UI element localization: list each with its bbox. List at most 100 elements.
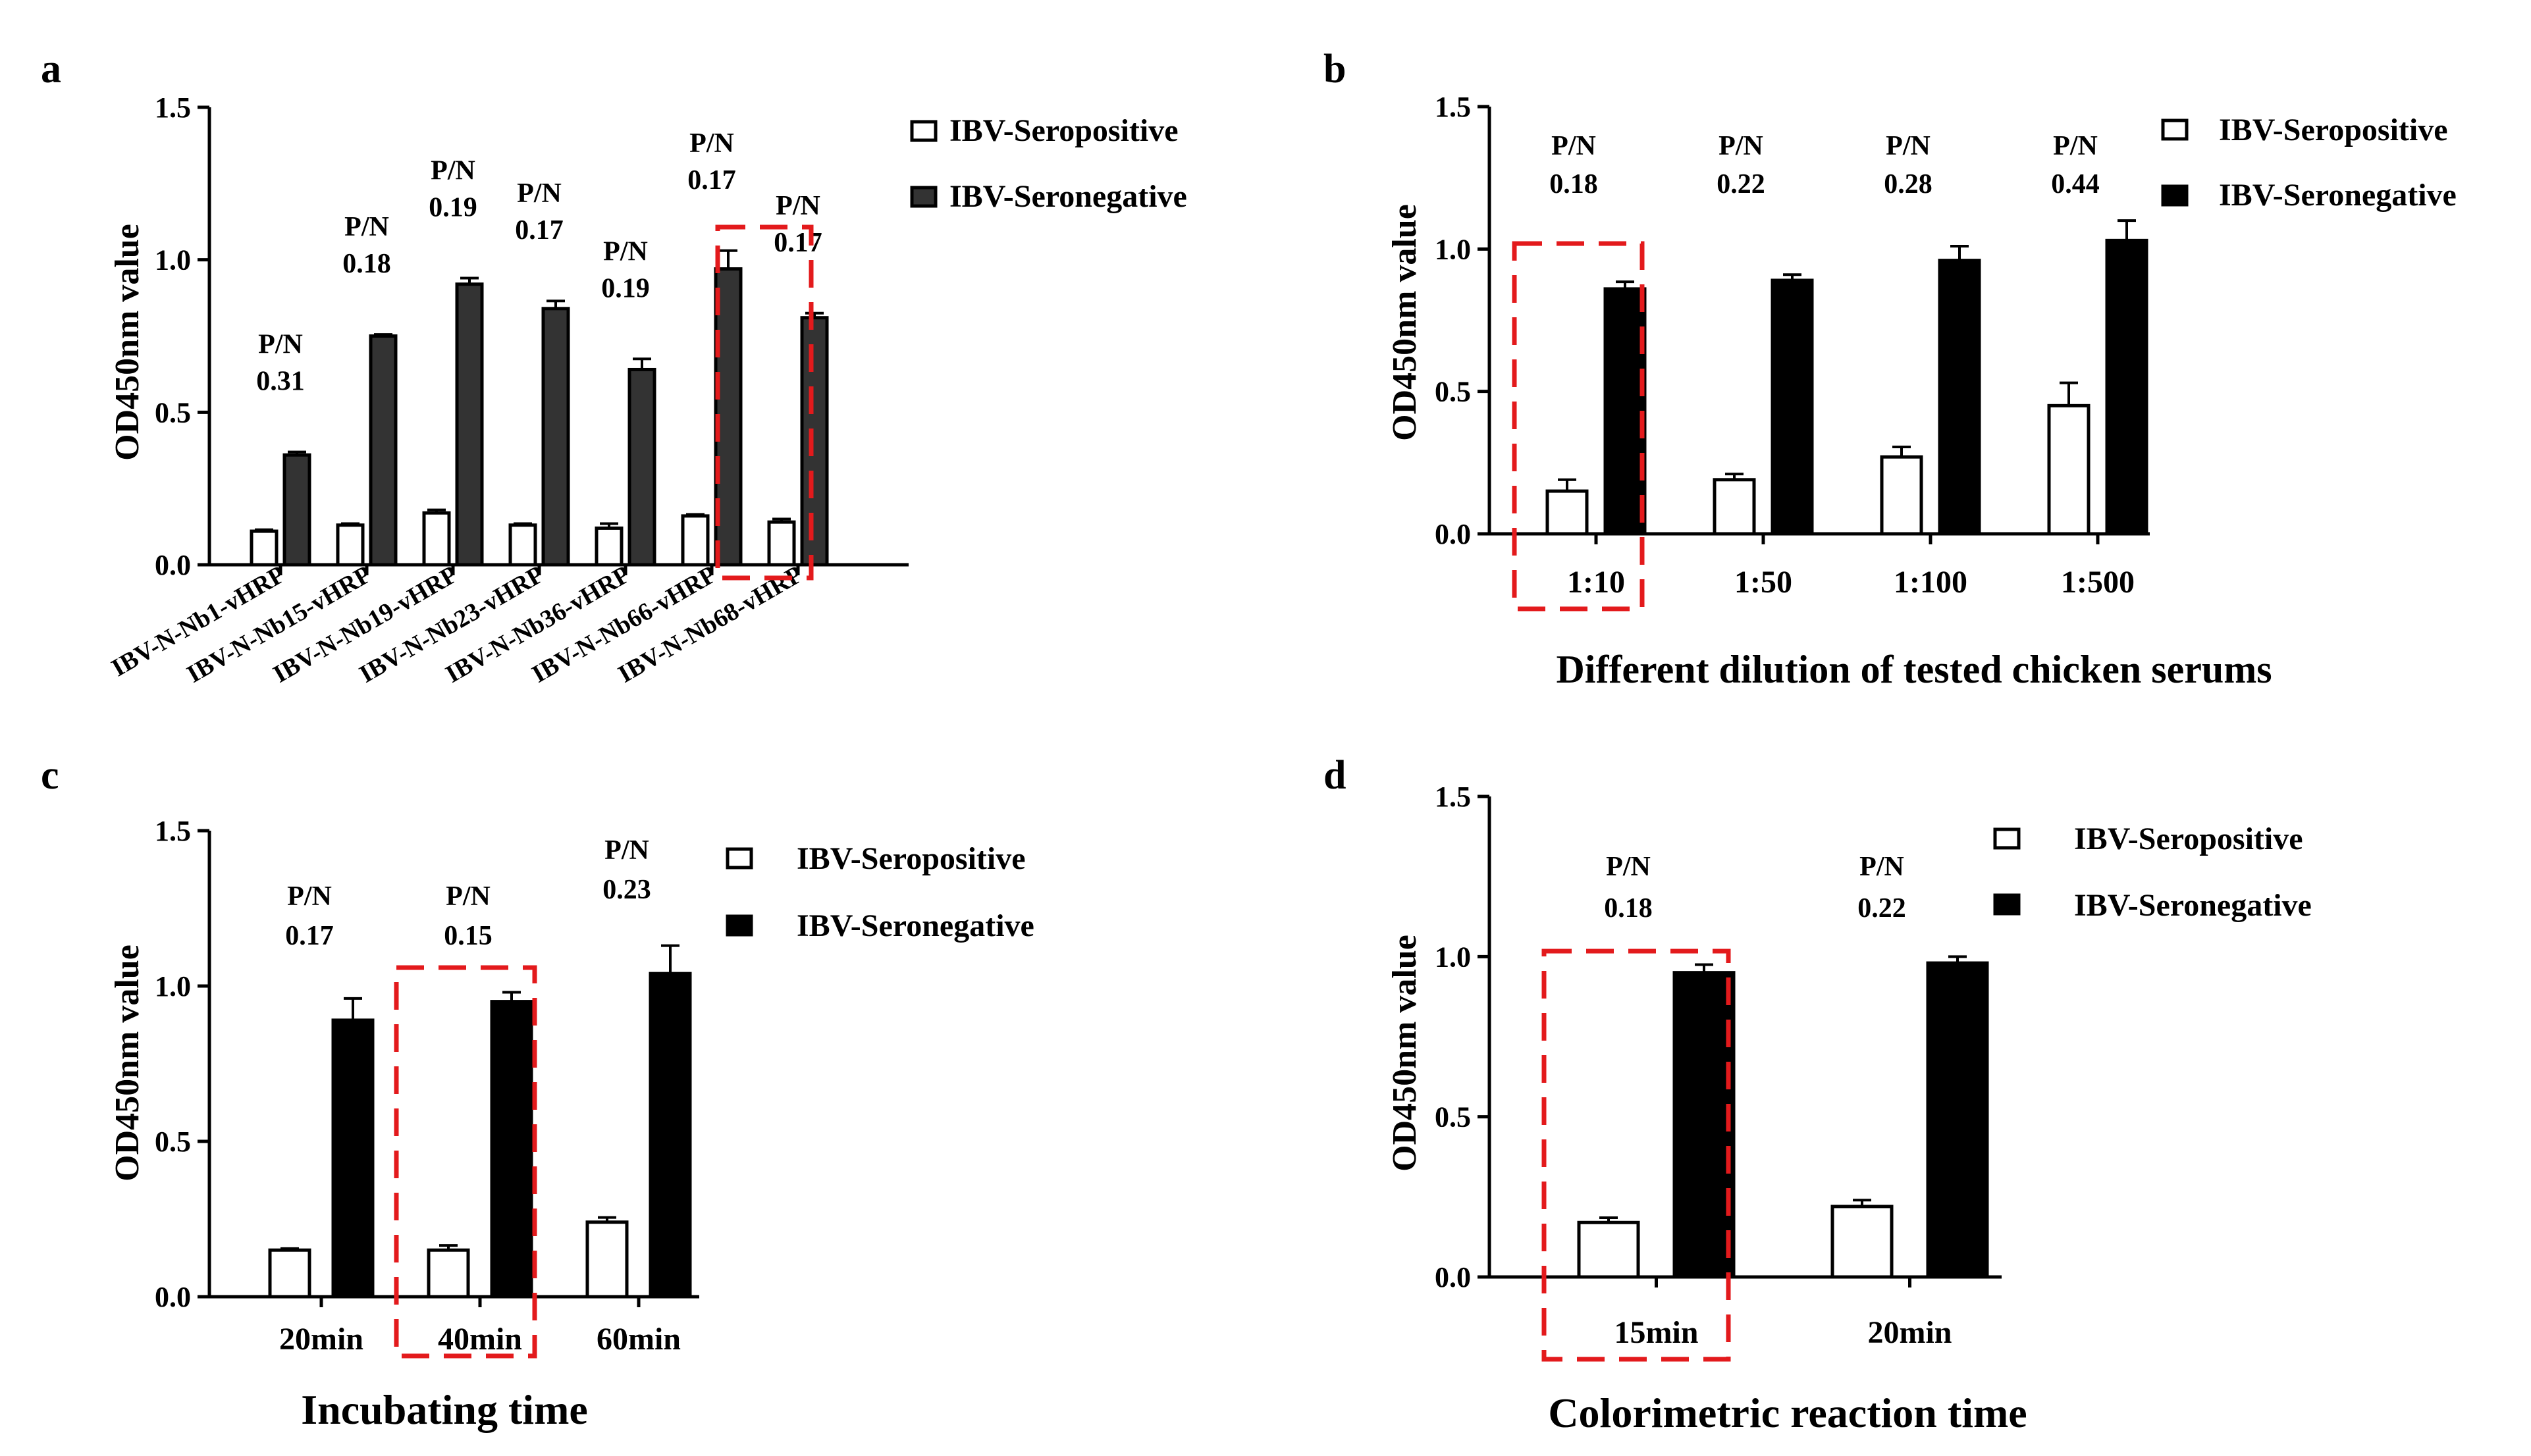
panel-c-y-tick-label: 0.0 (155, 1281, 191, 1313)
panel-a-bar-seronegative (627, 367, 656, 567)
panel-b-x-axis-label: Different dilution of tested chicken ser… (1556, 648, 2272, 691)
panel-b-x-tick-label: 1:500 (2061, 565, 2135, 600)
panel-a-y-tick-label: 1.0 (155, 244, 191, 276)
panel-a-bar-seronegative (369, 334, 398, 567)
panel-d-y-axis-label: OD450nm value (1386, 935, 1424, 1172)
panel-d-legend: IBV-Seropositive IBV-Seronegative (1993, 821, 2312, 923)
panel-b-highlight-box (1512, 241, 1645, 611)
panel-d-pn-value: 0.18 (1604, 893, 1653, 923)
panel-c-bar-seropositive (427, 1248, 470, 1299)
panel-b-x-tick-label: 1:100 (1894, 565, 1967, 600)
panel-a-bar-seronegative (541, 307, 570, 567)
panel-c-y-axis-label: OD450nm value (109, 945, 146, 1182)
panel-c-x-tick-label: 60min (597, 1322, 681, 1357)
legend-c-negative-label: IBV-Seronegative (797, 908, 1034, 943)
panel-d-pn-value: 0.22 (1857, 893, 1906, 923)
legend-a-positive-swatch (910, 120, 938, 142)
panel-c-label: c (41, 753, 59, 798)
panel-c-x-tick-label: 40min (438, 1322, 522, 1357)
panel-b-bar-seropositive (1713, 478, 1756, 536)
panel-a-pn-title: P/N (517, 178, 562, 209)
panel-a-pn-title: P/N (344, 212, 389, 242)
legend-d-negative-swatch (1993, 893, 2021, 916)
panel-a-bar-seronegative (455, 282, 484, 567)
legend-a-negative-label: IBV-Seronegative (949, 179, 1187, 214)
panel-d-bar-seropositive (1577, 1220, 1640, 1279)
panel-b-y-tick-label: 0.5 (1435, 376, 1471, 408)
panel-b-x-tick-label: 1:50 (1734, 565, 1792, 600)
panel-b-pn-value: 0.44 (2051, 169, 2100, 199)
panel-a-pn-title: P/N (776, 191, 820, 221)
panel-c-bar-seropositive (585, 1220, 629, 1299)
panel-b-pn-title: P/N (1551, 131, 1596, 161)
panel-d-y-tick-label: 1.5 (1435, 781, 1471, 813)
panel-c-chart: c OD450nm value Incubating time IBV-Sero… (41, 753, 1034, 1433)
panel-b-pn-title: P/N (1718, 131, 1763, 161)
panel-a-y-tick-label: 1.5 (155, 91, 191, 124)
panel-c-legend: IBV-Seropositive IBV-Seronegative (726, 841, 1034, 943)
panel-b-bar-seronegative (1771, 278, 1814, 536)
panel-d-bar-seronegative (1672, 971, 1736, 1279)
panel-d-x-tick-label: 20min (1867, 1315, 1952, 1350)
panel-b-pn-title: P/N (1886, 131, 1931, 161)
panel-a-pn-value: 0.17 (774, 228, 822, 258)
panel-d-y-tick-label: 0.0 (1435, 1261, 1471, 1293)
panel-c-highlight-box (394, 965, 537, 1359)
panel-a-bar-seropositive (250, 529, 279, 567)
panel-c-bar-seronegative (649, 972, 692, 1299)
panel-c-pn-title: P/N (446, 881, 491, 912)
panel-a-highlight-box (715, 224, 814, 581)
legend-b-positive-swatch (2161, 118, 2189, 141)
panel-a-pn-value: 0.17 (687, 165, 736, 195)
panel-a-pn-title: P/N (258, 330, 303, 360)
panel-c-pn-title: P/N (287, 881, 332, 912)
panel-b-bar-seronegative (1603, 287, 1647, 536)
panel-b-y-axis-label: OD450nm value (1386, 204, 1424, 441)
panel-a-chart: a OD450nm value IBV-Seropositive IBV-Ser… (41, 47, 1187, 689)
legend-a-negative-swatch (910, 186, 938, 208)
panel-b-bar-seropositive (1880, 455, 1923, 536)
panel-a-y-axis-label: OD450nm value (109, 224, 146, 461)
panel-c-x-tick-label: 20min (279, 1322, 363, 1357)
panel-a-label: a (41, 47, 61, 91)
panel-c-pn-value: 0.17 (285, 921, 334, 951)
panel-c-bar-seronegative (331, 1018, 375, 1299)
panel-a-pn-value: 0.19 (601, 273, 650, 303)
panel-c-x-axis-label: Incubating time (301, 1386, 588, 1433)
panel-a-y-tick-label: 0.5 (155, 396, 191, 429)
panel-d-x-axis-label: Colorimetric reaction time (1548, 1390, 2027, 1436)
panel-b-legend: IBV-Seropositive IBV-Seronegative (2161, 113, 2457, 213)
legend-b-negative-swatch (2161, 184, 2189, 207)
panel-d-y-tick-label: 0.5 (1435, 1101, 1471, 1133)
panel-c-y-tick-label: 1.5 (155, 815, 191, 847)
legend-a-positive-label: IBV-Seropositive (949, 113, 1179, 148)
panel-a-bar-seropositive (681, 514, 710, 567)
panel-a-bar-seropositive (595, 526, 624, 567)
legend-c-positive-label: IBV-Seropositive (797, 841, 1026, 876)
panel-c-bar-seropositive (268, 1248, 311, 1299)
panel-b-bar-seronegative (2105, 238, 2148, 536)
panel-b-bar-seropositive (2047, 403, 2091, 536)
panel-d-label: d (1323, 753, 1346, 798)
panel-a-bar-seropositive (336, 523, 365, 567)
panel-b-bar-seropositive (1545, 489, 1589, 536)
panel-b-y-tick-label: 1.5 (1435, 91, 1471, 123)
panel-d-x-tick-label: 15min (1614, 1315, 1698, 1350)
panel-d-highlight-box (1541, 949, 1731, 1362)
panel-b-pn-value: 0.28 (1884, 169, 1932, 199)
legend-c-positive-swatch (726, 847, 753, 870)
panel-d-chart: d OD450nm value Colorimetric reaction ti… (1323, 753, 2312, 1436)
panel-b-y-tick-label: 1.0 (1435, 233, 1471, 265)
panel-a-pn-value: 0.17 (515, 215, 564, 246)
panel-c-pn-title: P/N (604, 835, 649, 866)
panel-d-bar-seropositive (1830, 1205, 1894, 1279)
legend-b-negative-label: IBV-Seronegative (2219, 178, 2457, 213)
panel-c-pn-value: 0.23 (602, 875, 651, 905)
panel-a-bar-seronegative (800, 316, 829, 567)
panel-b-x-tick-label: 1:10 (1567, 565, 1625, 600)
panel-b-chart: b OD450nm value Different dilution of te… (1323, 47, 2457, 691)
panel-b-pn-value: 0.18 (1549, 169, 1598, 199)
panel-a-bar-seropositive (767, 520, 796, 567)
panel-a-legend: IBV-Seropositive IBV-Seronegative (910, 113, 1187, 214)
panel-a-bar-seropositive (422, 511, 451, 567)
